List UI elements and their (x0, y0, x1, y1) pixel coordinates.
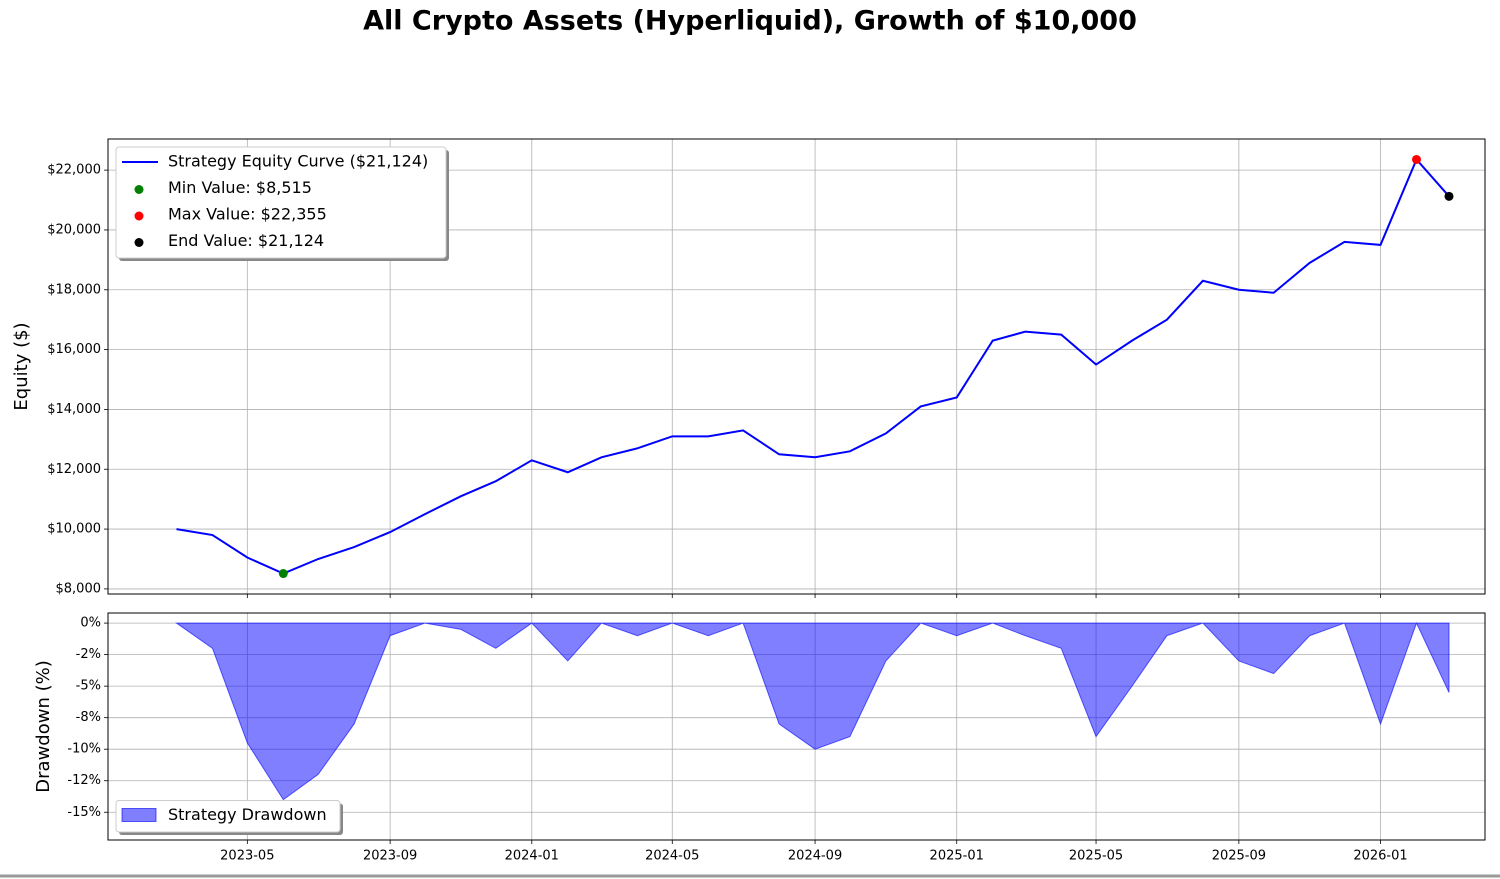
axes-frame (107, 138, 1486, 595)
equity-line (176, 157, 1450, 575)
y-axis-label: Drawdown (%) (33, 660, 54, 792)
marker-point (278, 569, 288, 579)
x-tick-label: 2024-09 (788, 849, 842, 864)
x-tick-label: 2026-01 (1353, 849, 1407, 864)
y-tick-label: $16,000 (47, 342, 101, 357)
y-axis-label: Equity ($) (11, 322, 32, 410)
y-tick-label: 0% (80, 616, 101, 631)
y-tick-label: $12,000 (47, 462, 101, 477)
axes-frame (107, 612, 1486, 841)
legend-box (115, 146, 447, 259)
legend-label: Strategy Drawdown (168, 805, 327, 824)
legend-box (115, 800, 341, 833)
y-tick-label: $8,000 (56, 581, 102, 596)
x-tick-label: 2025-01 (930, 849, 984, 864)
marker-point (1444, 191, 1454, 201)
y-tick-label: $22,000 (47, 163, 101, 178)
legend-label: End Value: $21,124 (168, 231, 324, 250)
y-tick-label: -8% (76, 710, 101, 725)
y-tick-label: -2% (76, 647, 101, 662)
y-tick-label: $18,000 (47, 282, 101, 297)
legend-label: Strategy Equity Curve ($21,124) (168, 152, 428, 171)
legend-swatch (134, 238, 144, 247)
y-tick-label: $14,000 (47, 402, 101, 417)
y-tick-label: $10,000 (47, 522, 101, 537)
legend-swatch (134, 211, 144, 221)
y-tick-label: -10% (67, 742, 101, 757)
legend-label: Max Value: $22,355 (168, 205, 327, 224)
chart-title: All Crypto Assets (Hyperliquid), Growth … (363, 6, 1137, 37)
y-tick-label: $20,000 (47, 222, 101, 237)
legend-swatch (121, 808, 157, 822)
x-tick-label: 2025-05 (1069, 849, 1123, 864)
marker-point (1411, 154, 1421, 164)
x-tick-label: 2023-09 (363, 849, 417, 864)
x-tick-label: 2023-05 (220, 849, 274, 864)
y-tick-label: -12% (67, 773, 101, 788)
x-tick-label: 2024-05 (645, 849, 699, 864)
x-tick-label: 2025-09 (1212, 849, 1266, 864)
y-tick-label: -15% (67, 805, 101, 820)
drawdown-area (174, 621, 1450, 801)
x-tick-label: 2024-01 (505, 849, 559, 864)
legend-swatch (134, 185, 144, 194)
legend-label: Min Value: $8,515 (168, 178, 312, 197)
y-tick-label: -5% (76, 679, 101, 694)
